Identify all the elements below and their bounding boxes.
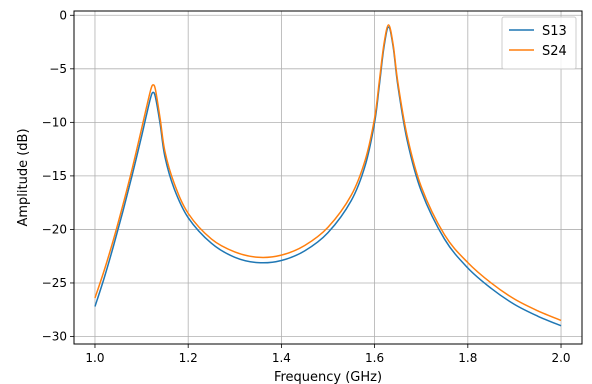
series-line-s13 [94,26,562,327]
y-tick-label: −30 [42,330,67,344]
y-tick-label: −10 [42,115,67,129]
x-axis: 1.0 1.2 1.4 1.6 1.8 2.0 [85,344,571,365]
legend-label-s13: S13 [542,24,567,39]
series-layer [94,24,562,327]
y-tick-label: −15 [42,169,67,183]
y-tick-label: −5 [49,62,67,76]
x-tick-label: 1.6 [365,351,384,365]
x-tick-label: 1.4 [272,351,291,365]
series-line-s24 [94,24,562,322]
y-axis-title: Amplitude (dB) [16,128,31,226]
x-tick-label: 1.8 [458,351,477,365]
y-axis: 0 −5 −10 −15 −20 −25 −30 [42,8,74,344]
x-axis-title: Frequency (GHz) [274,370,382,384]
y-tick-label: 0 [59,8,67,22]
y-tick-label: −20 [42,222,67,236]
x-tick-label: 1.0 [85,351,104,365]
x-tick-label: 1.2 [179,351,198,365]
plot-frame [73,10,583,345]
legend-label-s24: S24 [542,44,567,59]
y-tick-label: −25 [42,276,67,290]
x-tick-label: 2.0 [551,351,570,365]
